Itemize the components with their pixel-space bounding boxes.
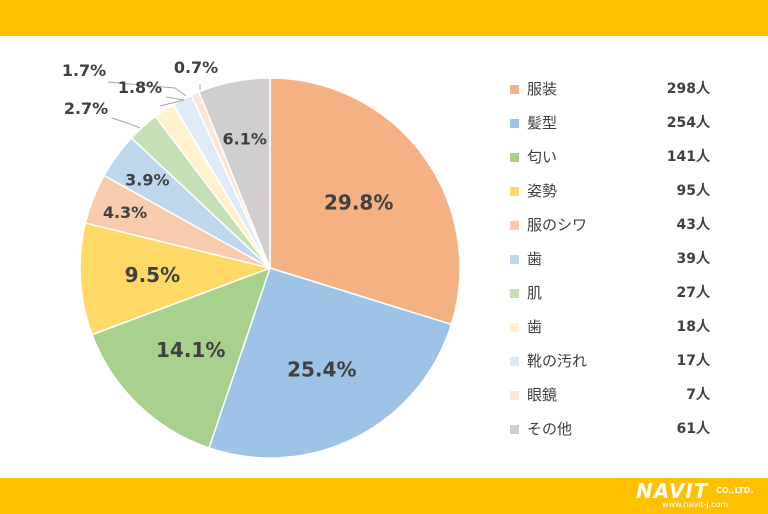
legend-item-9: 靴の汚れ 17人 [510, 349, 710, 383]
slice-percent-label-8: 1.8% [118, 78, 162, 97]
legend-label: 服のシワ [527, 216, 588, 234]
legend-item-6: 歯 39人 [510, 247, 710, 281]
legend-count: 7人 [686, 387, 710, 403]
pie-slice-4 [79, 222, 273, 336]
legend-swatch [510, 357, 519, 366]
legend-count: 61人 [676, 421, 710, 437]
legend-count: 298人 [666, 81, 710, 97]
legend-item-8: 歯 18人 [510, 315, 710, 349]
legend-item-4: 姿勢 95人 [510, 179, 710, 213]
legend-item-11: その他 61人 [510, 417, 710, 451]
slice-percent-label-6: 3.9% [125, 170, 169, 189]
legend-label: 歯 [527, 250, 543, 268]
legend-count: 27人 [676, 285, 710, 301]
slice-percent-label-2: 25.4% [287, 358, 356, 382]
slice-percent-label-7: 2.7% [64, 99, 108, 118]
top-banner [0, 0, 768, 36]
legend-label: 眼鏡 [527, 386, 558, 404]
legend-count: 18人 [676, 319, 710, 335]
slice-percent-label-11: 6.1% [223, 129, 267, 148]
legend-label: 服装 [527, 80, 558, 98]
legend-swatch [510, 323, 519, 332]
slice-percent-label-1: 29.8% [324, 191, 393, 215]
legend-label: 髪型 [527, 114, 558, 132]
pie-slice-3 [91, 266, 272, 449]
pie-slice-1 [269, 77, 461, 326]
slice-percent-label-9: 1.7% [62, 61, 106, 80]
legend-swatch [510, 221, 519, 230]
pie-slice-2 [208, 267, 453, 459]
legend-count: 43人 [676, 217, 710, 233]
navit-logo: NAVIT CO.,LTD. www.navit-j.com [636, 479, 754, 509]
legend-label: その他 [527, 420, 573, 438]
legend-label: 歯 [527, 318, 543, 336]
bottom-banner [0, 478, 768, 514]
legend-label: 姿勢 [527, 182, 558, 200]
legend-swatch [510, 255, 519, 264]
legend-item-1: 服装 298人 [510, 77, 710, 111]
legend-swatch [510, 85, 519, 94]
slice-percent-label-10: 0.7% [174, 58, 218, 77]
leader-line-8 [159, 96, 185, 107]
legend-count: 17人 [676, 353, 710, 369]
legend-swatch [510, 119, 519, 128]
legend-item-10: 眼鏡 7人 [510, 383, 710, 417]
legend-count: 95人 [676, 183, 710, 199]
leader-line-7 [111, 117, 141, 129]
legend-label: 肌 [527, 284, 543, 302]
pie-slice-11 [197, 77, 271, 269]
legend-count: 254人 [666, 115, 710, 131]
legend-swatch [510, 425, 519, 434]
legend-swatch [510, 289, 519, 298]
legend-swatch [510, 153, 519, 162]
legend-count: 39人 [676, 251, 710, 267]
legend-label: 靴の汚れ [527, 352, 588, 370]
legend-label: 匂い [527, 148, 558, 166]
legend-item-7: 肌 27人 [510, 281, 710, 315]
legend-count: 141人 [666, 149, 710, 165]
chart-legend: 服装 298人 髪型 254人 匂い 141人 姿勢 95人 服のシワ 43人歯 39人肌 27人歯 1… [510, 77, 710, 451]
legend-swatch [510, 187, 519, 196]
legend-swatch [510, 391, 519, 400]
legend-item-5: 服のシワ 43人 [510, 213, 710, 247]
leader-line-9 [107, 81, 187, 97]
legend-item-3: 匂い 141人 [510, 145, 710, 179]
slice-percent-label-3: 14.1% [156, 338, 225, 362]
slice-percent-label-5: 4.3% [103, 203, 147, 222]
slice-percent-label-4: 9.5% [125, 263, 180, 287]
legend-item-2: 髪型 254人 [510, 111, 710, 145]
